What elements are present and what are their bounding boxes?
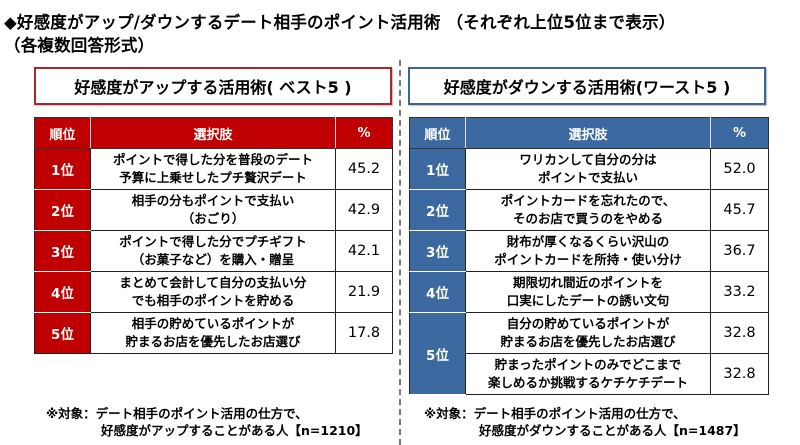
table-row: 4位 まとめて会計して自分の支払い分 でも相手のポイントを貯める 21.9: [34, 271, 393, 313]
choice-line: 予算に上乗せしたプチ贅沢デート: [119, 170, 307, 185]
percent-cell: 45.2: [335, 148, 393, 190]
percent-cell: 32.8: [710, 353, 769, 395]
column-header-percent: %: [335, 117, 393, 149]
rank-cell: 2位: [409, 189, 466, 231]
percent-cell: 36.7: [710, 230, 769, 272]
rank-cell: 2位: [34, 189, 91, 231]
choice-line: まとめて会計して自分の支払い分: [119, 275, 307, 290]
choice-line: 楽しめるか挑戦するケチケチデート: [487, 375, 688, 390]
rank-cell: 5位: [34, 312, 91, 354]
choice-line: 貯まったポイントのみでどこまで: [494, 357, 682, 372]
best5-heading: 好感度がアップする活用術( ベスト5 ): [34, 67, 392, 105]
table-row: 2位 相手の分もポイントで支払い （おごり） 42.9: [34, 189, 393, 231]
column-header-percent: %: [710, 117, 769, 149]
choice-line: ポイントで得した分でプチギフト: [119, 234, 307, 249]
percent-cell: 45.7: [710, 189, 769, 231]
choice-cell: 相手の貯めているポイントが 貯まるお店を優先したお店選び: [90, 312, 336, 354]
table-row: 2位 ポイントカードを忘れたので、 そのお店で買うのをやめる 45.7: [409, 189, 769, 231]
rank-cell: 1位: [409, 148, 466, 190]
choice-line: 相手の分もポイントで支払い: [131, 193, 295, 208]
footnote-line: 好感度がアップすることがある人【n=1210】: [101, 423, 368, 438]
page-subtitle: （各複数回答形式）: [4, 36, 155, 55]
column-header-rank: 順位: [34, 117, 91, 149]
worst5-table: 順位 選択肢 % 1位 ワリカンして自分の分は ポイントで支払い 52.0 2位 …: [409, 117, 769, 395]
choice-line: ポイントで支払い: [537, 170, 638, 185]
choice-cell: まとめて会計して自分の支払い分 でも相手のポイントを貯める: [90, 271, 336, 313]
best5-footnote: ※対象：デート相手のポイント活用の仕方で、 好感度がアップすることがある人【n=…: [46, 405, 368, 439]
rank-cell: 1位: [34, 148, 91, 190]
rank-cell: 3位: [34, 230, 91, 272]
percent-cell: 42.9: [335, 189, 393, 231]
footnote-line: ※対象：デート相手のポイント活用の仕方で、: [46, 406, 308, 421]
choice-cell: ポイントで得した分を普段のデート 予算に上乗せしたプチ贅沢デート: [90, 148, 336, 190]
table-row: 1位 ワリカンして自分の分は ポイントで支払い 52.0: [409, 148, 769, 190]
percent-cell: 33.2: [710, 271, 769, 313]
choice-line: 財布が厚くなるくらい沢山の: [506, 234, 670, 249]
choice-cell: 自分の貯めているポイントが 貯まるお店を優先したお店選び: [465, 312, 711, 354]
page-title: ◆好感度がアップ/ダウンするデート相手のポイント活用術 （それぞれ上位5位まで表…: [4, 13, 676, 32]
choice-line: ポイントカードを所持・使い分け: [494, 252, 682, 267]
choice-line: 口実にしたデートの誘い文句: [506, 293, 670, 308]
percent-cell: 42.1: [335, 230, 393, 272]
choice-line: （おごり）: [181, 211, 245, 226]
table-row: 貯まったポイントのみでどこまで 楽しめるか挑戦するケチケチデート 32.8: [410, 353, 769, 395]
table-row: 5位 自分の貯めているポイントが 貯まるお店を優先したお店選び 32.8: [409, 312, 769, 395]
choice-line: そのお店で買うのをやめる: [512, 211, 663, 226]
table-row: 4位 期限切れ間近のポイントを 口実にしたデートの誘い文句 33.2: [409, 271, 769, 313]
choice-line: ポイントで得した分を普段のデート: [112, 152, 313, 167]
choice-line: 相手の貯めているポイントが: [131, 316, 295, 331]
choice-cell: 相手の分もポイントで支払い （おごり）: [90, 189, 336, 231]
percent-cell: 32.8: [710, 312, 769, 354]
percent-cell: 17.8: [335, 312, 393, 354]
choice-line: でも相手のポイントを貯める: [131, 293, 295, 308]
column-header-rank: 順位: [409, 117, 466, 149]
choice-line: 自分の貯めているポイントが: [506, 316, 670, 331]
choice-line: 貯まるお店を優先したお店選び: [500, 334, 676, 349]
choice-line: 期限切れ間近のポイントを: [512, 275, 663, 290]
rank-cell: 3位: [409, 230, 466, 272]
percent-cell: 52.0: [710, 148, 769, 190]
choice-cell: 期限切れ間近のポイントを 口実にしたデートの誘い文句: [465, 271, 711, 313]
table-row: 3位 財布が厚くなるくらい沢山の ポイントカードを所持・使い分け 36.7: [409, 230, 769, 272]
table-row: 5位 相手の貯めているポイントが 貯まるお店を優先したお店選び 17.8: [34, 312, 393, 354]
choice-cell: ポイントカードを忘れたので、 そのお店で買うのをやめる: [465, 189, 711, 231]
choice-cell: 財布が厚くなるくらい沢山の ポイントカードを所持・使い分け: [465, 230, 711, 272]
percent-cell: 21.9: [335, 271, 393, 313]
best5-table: 順位 選択肢 % 1位 ポイントで得した分を普段のデート 予算に上乗せしたプチ贅沢…: [34, 117, 393, 354]
rank-cell: 5位: [409, 312, 466, 395]
worst5-footnote: ※対象：デート相手のポイント活用の仕方で、 好感度がダウンすることがある人【n=…: [424, 405, 746, 439]
choice-line: （お菓子など）を購入・贈呈: [131, 252, 295, 267]
table-row: 3位 ポイントで得した分でプチギフト （お菓子など）を購入・贈呈 42.1: [34, 230, 393, 272]
rank-cell: 4位: [409, 271, 466, 313]
choice-cell: ポイントで得した分でプチギフト （お菓子など）を購入・贈呈: [90, 230, 336, 272]
center-divider: [399, 60, 401, 445]
choice-line: ポイントカードを忘れたので、: [500, 193, 676, 208]
choice-line: ワリカンして自分の分は: [519, 152, 657, 167]
worst5-heading: 好感度がダウンする活用術(ワースト5 ): [408, 67, 766, 105]
column-header-choice: 選択肢: [90, 117, 336, 149]
column-header-choice: 選択肢: [465, 117, 711, 149]
choice-line: 貯まるお店を優先したお店選び: [125, 334, 301, 349]
choice-cell: ワリカンして自分の分は ポイントで支払い: [465, 148, 711, 190]
footnote-line: ※対象：デート相手のポイント活用の仕方で、: [424, 406, 686, 421]
table-row: 1位 ポイントで得した分を普段のデート 予算に上乗せしたプチ贅沢デート 45.2: [34, 148, 393, 190]
rank-cell: 4位: [34, 271, 91, 313]
footnote-line: 好感度がダウンすることがある人【n=1487】: [479, 423, 746, 438]
choice-cell: 貯まったポイントのみでどこまで 楽しめるか挑戦するケチケチデート: [465, 353, 711, 395]
